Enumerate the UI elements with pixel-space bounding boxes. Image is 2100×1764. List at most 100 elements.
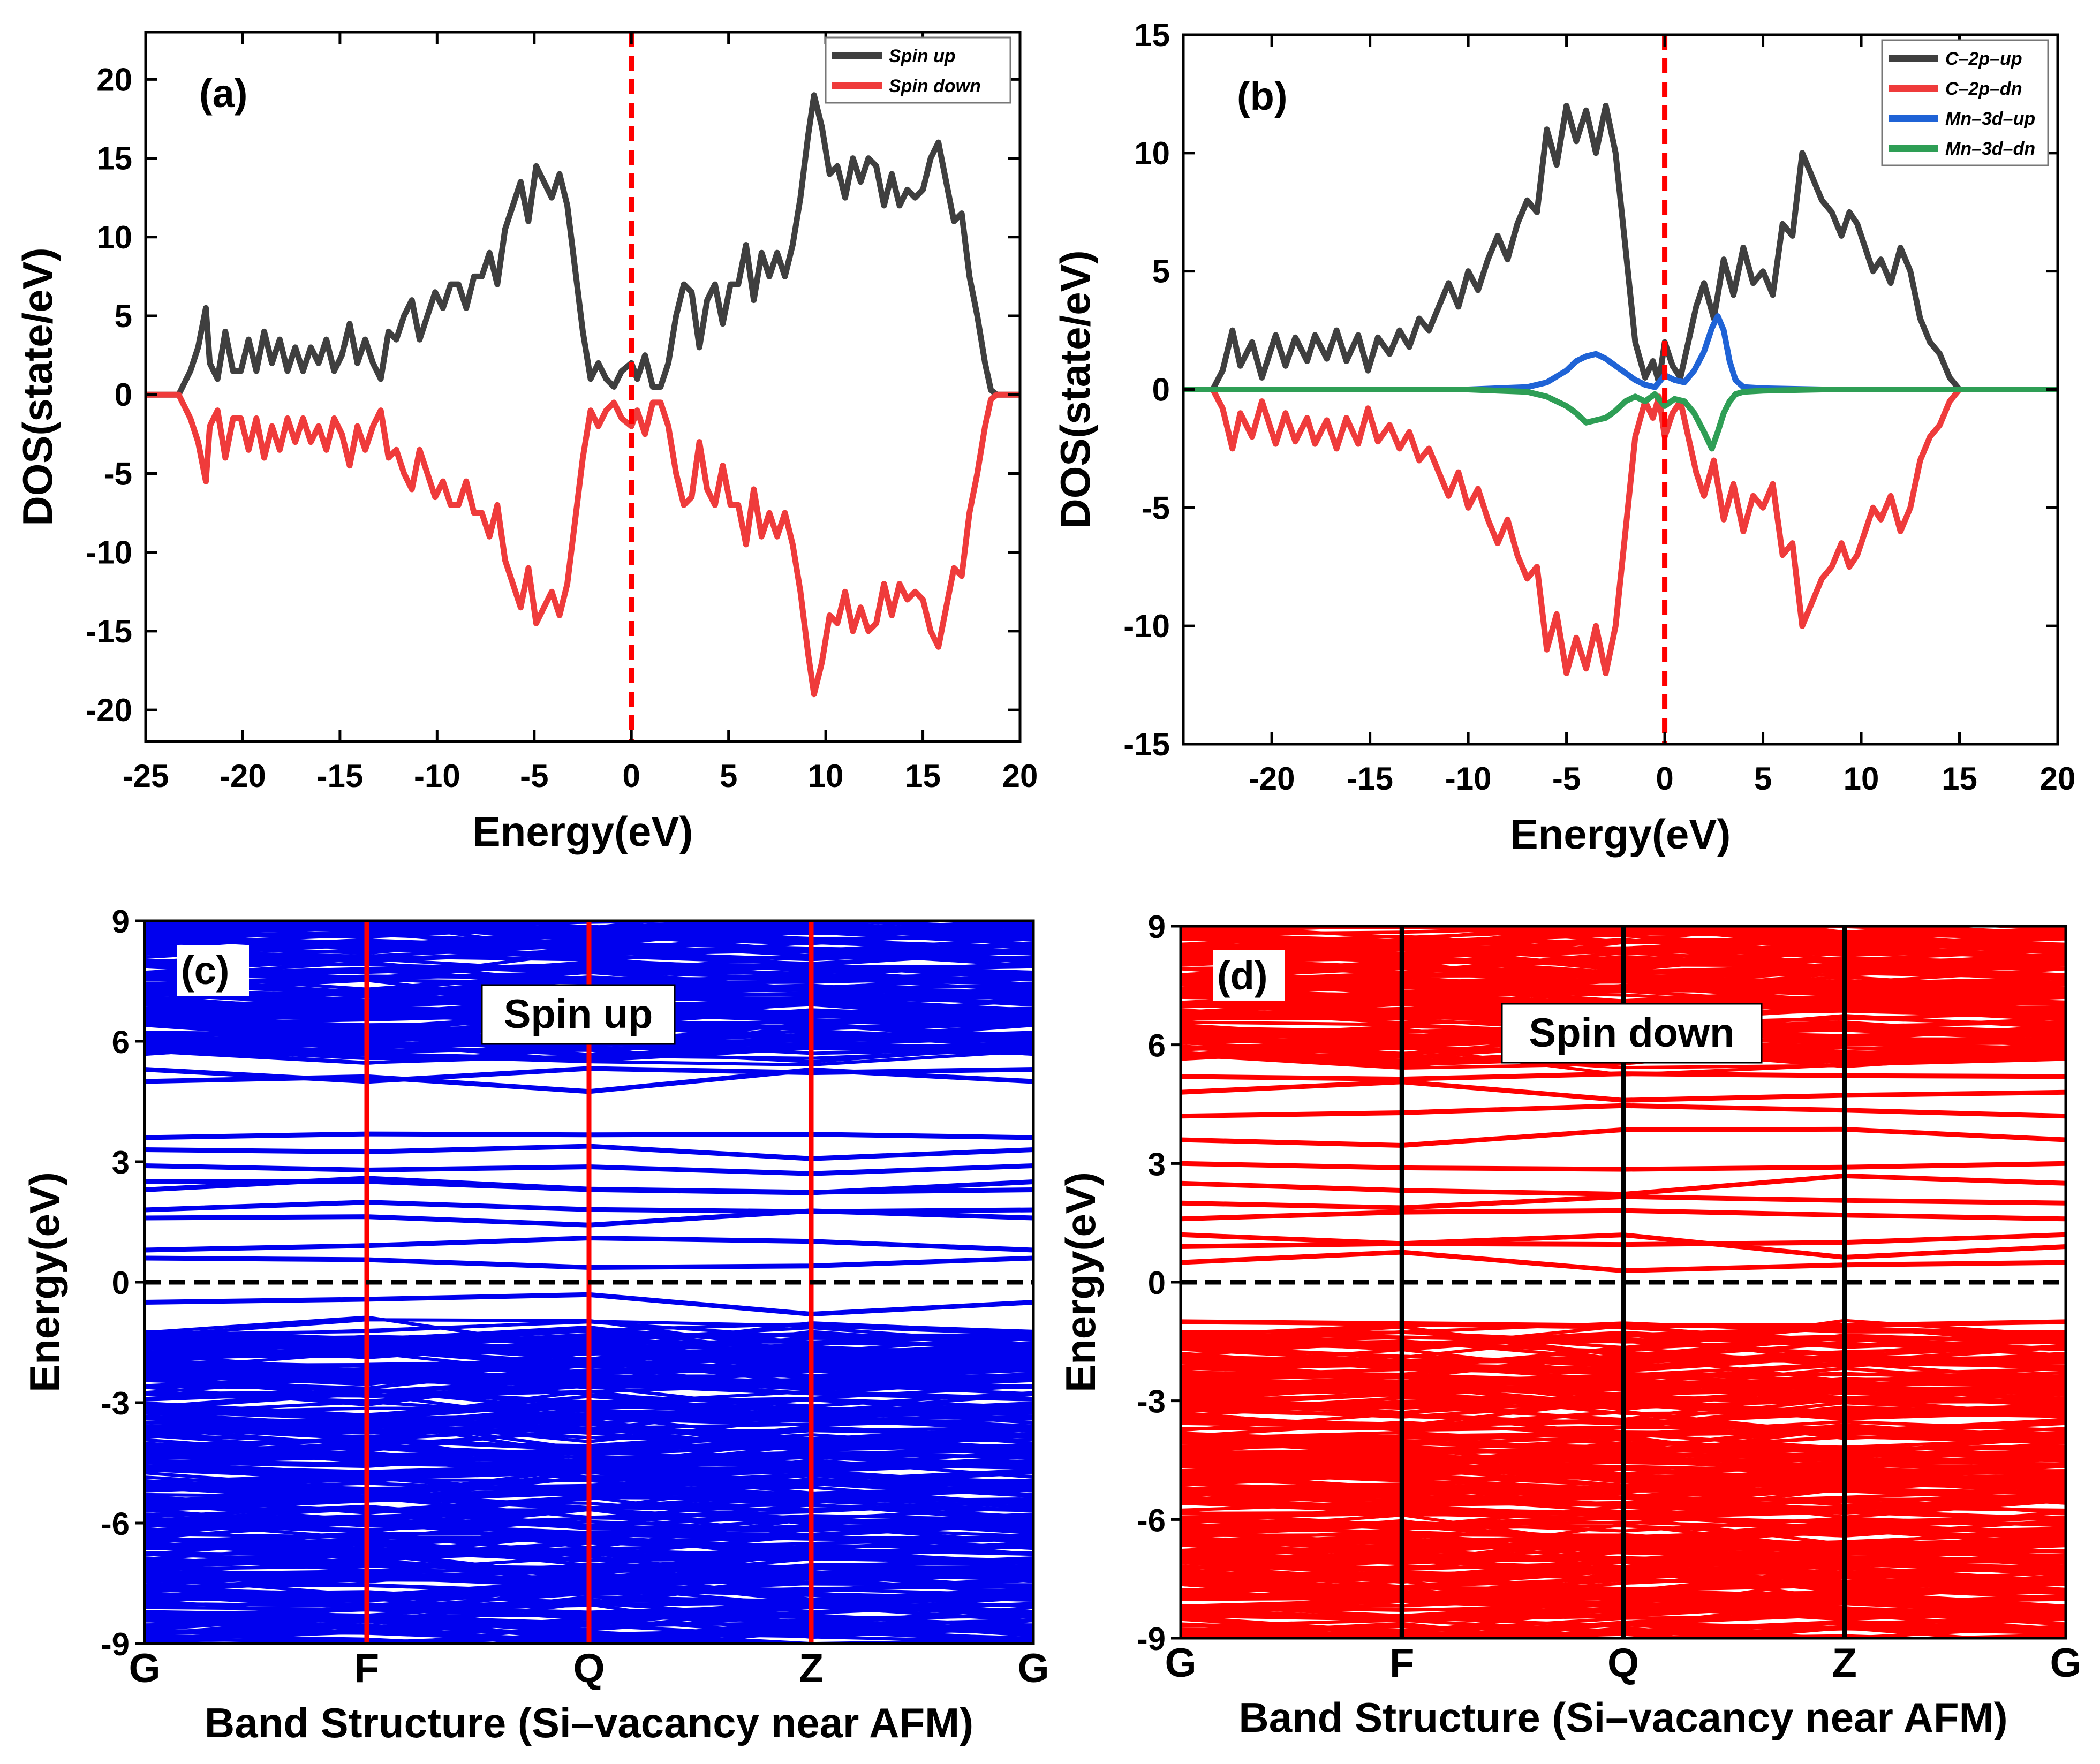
k-point-label: G <box>1017 1646 1049 1691</box>
y-tick-label: 6 <box>1148 1028 1166 1064</box>
series-line-2 <box>146 391 1020 698</box>
y-axis-label: Energy(eV) <box>1057 1172 1104 1392</box>
y-tick-label: 10 <box>96 219 132 255</box>
y-tick-label: 9 <box>112 904 130 940</box>
x-tick-label: 5 <box>1754 761 1772 797</box>
legend-label: C–2p–dn <box>1945 79 2022 99</box>
x-axis-label: Band Structure (Si–vacancy near AFM) <box>1238 1694 2007 1741</box>
k-point-label: Z <box>799 1646 824 1691</box>
y-tick-label: -20 <box>86 692 132 728</box>
y-tick-label: 5 <box>1152 254 1170 290</box>
legend: Spin up Spin down <box>825 36 1011 104</box>
y-tick-label: -3 <box>1137 1384 1166 1420</box>
x-tick-label: -20 <box>220 758 266 794</box>
y-tick-label: 0 <box>1148 1265 1166 1301</box>
spin-title: Spin up <box>504 991 653 1037</box>
dos-panel-a: -25 -20 -15 -10 -5 0 5 10 15 20 -20 -15 -10 -5 0 5 10 15 2… <box>14 31 1038 855</box>
x-tick-label: -10 <box>414 758 460 794</box>
x-tick-label: 5 <box>720 758 737 794</box>
x-tick-label: -10 <box>1445 761 1492 797</box>
y-axis-label: DOS(state/eV) <box>1052 250 1099 528</box>
y-tick-label: 0 <box>115 377 132 413</box>
y-tick-label: -6 <box>1137 1502 1166 1538</box>
y-tick-label: -5 <box>104 456 132 491</box>
x-tick-label: -5 <box>1552 761 1581 797</box>
legend-label: Spin up <box>889 46 956 66</box>
x-tick-label: 20 <box>2040 761 2076 797</box>
legend-box <box>825 36 1011 104</box>
k-point-label: Q <box>1607 1640 1639 1686</box>
band-panel-c: -9 -6 -3 0 3 6 9 G F Q Z G Band Structure (Si–vacanc… <box>21 901 1049 1746</box>
y-tick-label: 20 <box>96 62 132 97</box>
k-point-label: G <box>2050 1640 2081 1686</box>
band-line <box>555 921 618 922</box>
k-point-label: F <box>354 1646 379 1691</box>
legend-label: Spin down <box>889 76 981 96</box>
y-tick-label: 0 <box>1152 372 1170 408</box>
band-line <box>145 1626 1033 1644</box>
x-tick-label: 10 <box>1844 761 1879 797</box>
band-line <box>145 921 1033 923</box>
panel-label-bg <box>177 945 249 996</box>
y-tick-label: 3 <box>1148 1146 1166 1182</box>
x-tick-label: 0 <box>1656 761 1673 797</box>
x-axis-label: Energy(eV) <box>473 808 693 855</box>
y-tick-label: -3 <box>101 1386 130 1421</box>
y-tick-label: -10 <box>86 535 132 571</box>
legend-label: Mn–3d–up <box>1945 109 2035 129</box>
panel-label: (b) <box>1237 74 1288 118</box>
series-line-3 <box>1183 313 2058 392</box>
series-line-1 <box>1183 103 2058 392</box>
x-tick-label: -20 <box>1249 761 1295 797</box>
series-line-2 <box>1183 387 2058 676</box>
band-line <box>1181 926 2066 955</box>
panel-label: (a) <box>199 71 247 116</box>
y-tick-label: 9 <box>1148 909 1166 945</box>
y-tick-label: 10 <box>1134 135 1170 171</box>
plot-frame <box>144 31 1022 743</box>
x-axis-label: Band Structure (Si–vacancy near AFM) <box>205 1699 973 1746</box>
y-tick-label: -15 <box>86 614 132 649</box>
k-point-label: G <box>1165 1640 1196 1686</box>
y-tick-label: -15 <box>1123 726 1170 762</box>
x-tick-label: -15 <box>1347 761 1393 797</box>
y-tick-label: -5 <box>1142 490 1170 526</box>
y-tick-label: -10 <box>1123 608 1170 644</box>
panel-label: (c) <box>181 948 229 993</box>
series-line-1 <box>146 92 1020 398</box>
x-tick-label: 20 <box>1002 758 1038 794</box>
band-line <box>1181 910 2066 925</box>
spin-title-box <box>481 984 676 1045</box>
y-tick-label: -9 <box>1137 1621 1166 1657</box>
panel-label-bg <box>1213 950 1285 1001</box>
y-axis-label: DOS(state/eV) <box>14 247 61 526</box>
spin-title: Spin down <box>1529 1010 1734 1056</box>
x-axis-label: Energy(eV) <box>1510 811 1731 858</box>
x-tick-label: 0 <box>623 758 640 794</box>
series-line-4 <box>1183 387 2058 452</box>
y-tick-label: -9 <box>101 1626 130 1662</box>
y-tick-label: 3 <box>112 1145 130 1180</box>
x-tick-label: -5 <box>520 758 548 794</box>
y-tick-label: 15 <box>96 141 132 177</box>
k-point-label: F <box>1389 1640 1414 1686</box>
band-panel-d: -9 -6 -3 0 3 6 9 G F Q Z G Band Structure (Si–vacanc… <box>1057 909 2082 1741</box>
dos-panel-b: -20 -15 -10 -5 0 5 10 15 20 -15 -10 -5 0 5 10 15 Energy(… <box>1052 17 2075 858</box>
band-line <box>145 921 1033 938</box>
legend: C–2p–up C–2p–dn Mn–3d–up Mn–3d–dn <box>1881 39 2049 166</box>
band-line <box>1181 1624 2066 1638</box>
legend-label: C–2p–up <box>1945 49 2022 69</box>
spin-title-box <box>1501 1003 1763 1064</box>
x-tick-label: 10 <box>808 758 844 794</box>
legend-label: Mn–3d–dn <box>1945 139 2035 159</box>
y-tick-label: 0 <box>112 1265 130 1301</box>
y-tick-label: -6 <box>101 1506 130 1542</box>
y-tick-label: 5 <box>115 298 132 334</box>
x-tick-label: 15 <box>905 758 941 794</box>
x-tick-label: -15 <box>317 758 364 794</box>
y-axis-label: Energy(eV) <box>21 1172 68 1392</box>
band-line <box>145 901 1033 914</box>
x-tick-label: -25 <box>123 758 169 794</box>
x-tick-label: 15 <box>1942 761 1977 797</box>
